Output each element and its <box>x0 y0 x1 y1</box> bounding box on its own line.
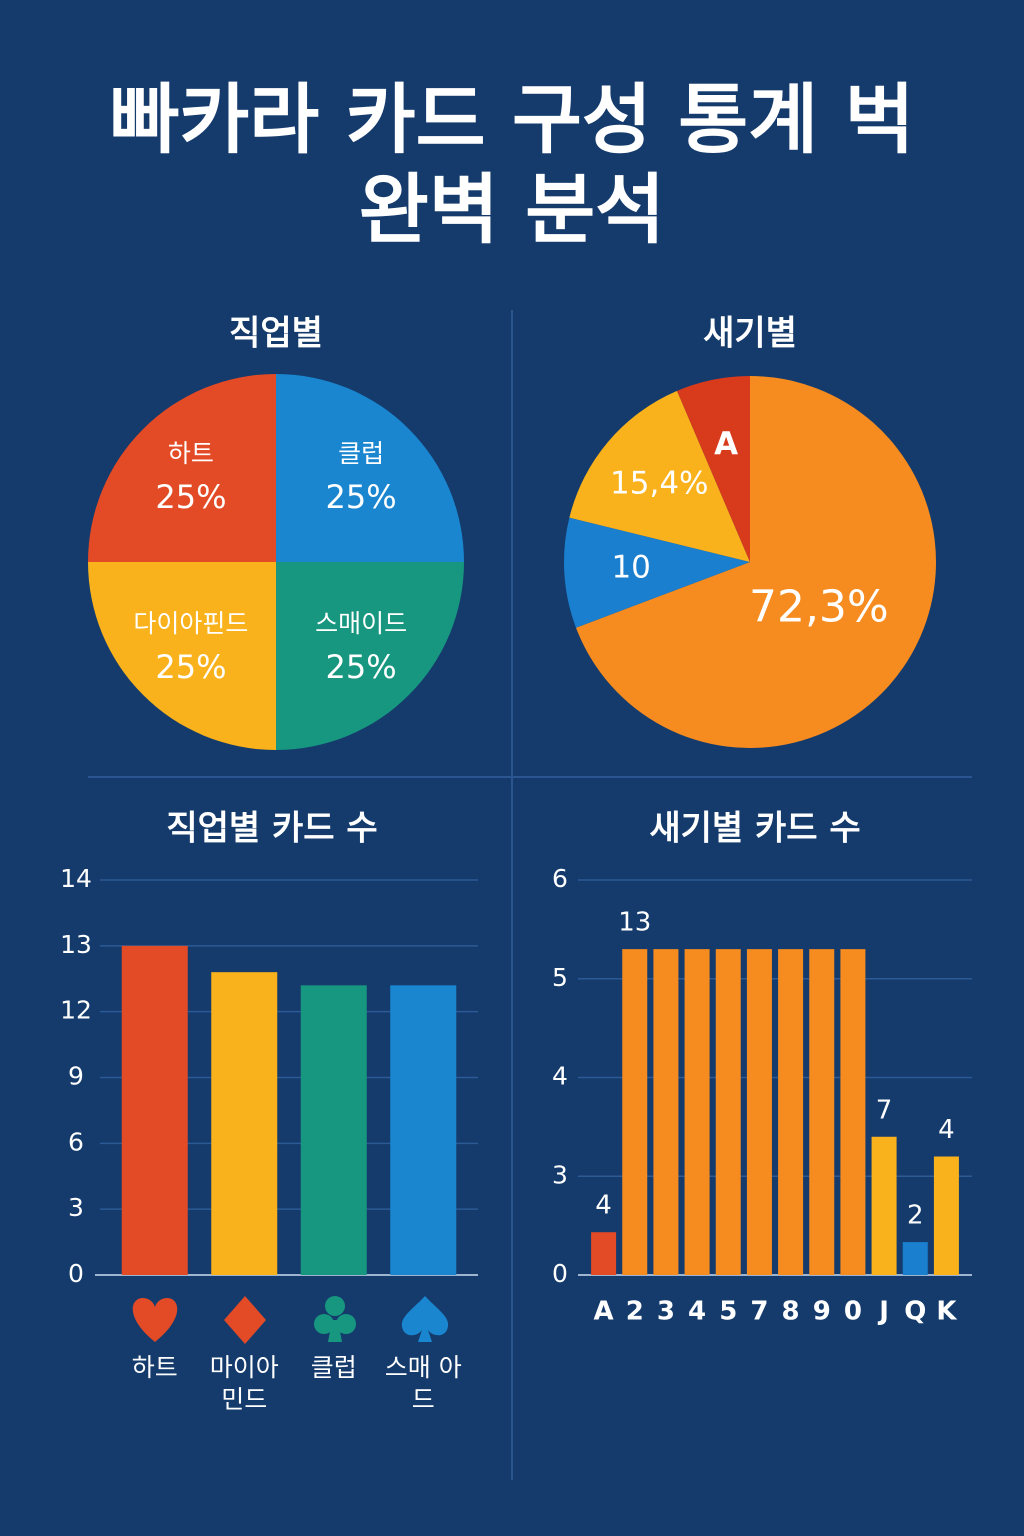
y-tick-label: 6 <box>552 864 568 893</box>
bar <box>902 1242 928 1275</box>
bar <box>778 949 804 1275</box>
x-tick-label: Q <box>904 1297 926 1327</box>
annotation: 2 <box>907 1201 924 1231</box>
slice-label: A <box>714 426 738 462</box>
y-tick-label: 0 <box>552 1259 568 1288</box>
x-tick-label: 클럽 <box>310 1353 357 1382</box>
annotation: 13 <box>618 908 651 938</box>
bar <box>591 1232 617 1275</box>
y-tick-label: 6 <box>68 1127 84 1156</box>
pie-slice <box>88 374 276 562</box>
bar <box>653 949 679 1275</box>
slice-label: 다이아핀드 <box>133 609 248 638</box>
y-tick-label: 9 <box>68 1062 84 1091</box>
y-tick-label: 13 <box>60 930 92 959</box>
x-tick-label: 스매 아드 <box>384 1353 462 1414</box>
x-tick-label: 4 <box>688 1297 706 1327</box>
club-icon <box>314 1296 356 1342</box>
annotation: 4 <box>595 1191 612 1221</box>
bar <box>746 949 772 1275</box>
bar <box>622 949 648 1275</box>
x-tick-label: 8 <box>782 1297 800 1327</box>
value-label: 72,3% <box>749 582 889 633</box>
y-tick-label: 0 <box>68 1259 84 1288</box>
bar <box>809 949 835 1275</box>
slice-label: 하트 <box>168 439 214 468</box>
bar <box>871 1136 897 1275</box>
y-tick-label: 4 <box>552 1062 568 1091</box>
spade-icon <box>401 1296 449 1342</box>
bar <box>840 949 866 1275</box>
pie-slice <box>569 390 750 562</box>
page-title: 빠카라 카드 구성 통계 벅 <box>109 75 914 164</box>
y-tick-label: 12 <box>60 996 92 1025</box>
x-tick-label: K <box>936 1297 957 1327</box>
chart-title: 직업별 <box>229 314 323 354</box>
bar <box>300 985 367 1275</box>
value-label: 25% <box>326 648 397 686</box>
bar <box>933 1156 959 1275</box>
annotation: 4 <box>938 1115 955 1145</box>
slice-label: 클럽 <box>338 439 384 468</box>
pie-slice <box>564 517 750 628</box>
x-tick-label: 마이아 민드 <box>209 1353 279 1414</box>
chart-title: 새기별 카드 수 <box>649 809 860 849</box>
value-label: 25% <box>155 478 226 516</box>
x-tick-label: 7 <box>750 1297 768 1327</box>
bar <box>211 972 278 1275</box>
x-tick-label: 5 <box>719 1297 737 1327</box>
y-tick-label: 5 <box>552 963 568 992</box>
y-tick-label: 3 <box>552 1160 568 1189</box>
page-title: 완벽 분석 <box>359 165 665 254</box>
pie-slice <box>88 562 276 750</box>
value-label: 25% <box>326 478 397 516</box>
pie-slice <box>276 562 464 750</box>
x-tick-label: 3 <box>657 1297 675 1327</box>
value-label: 10 <box>611 550 650 586</box>
x-tick-label: 9 <box>813 1297 831 1327</box>
value-label: 15,4% <box>610 465 708 501</box>
value-label: 25% <box>155 648 226 686</box>
chart-title: 새기별 <box>703 314 797 354</box>
bar <box>390 985 457 1275</box>
chart-title: 직업별 카드 수 <box>166 809 377 849</box>
y-tick-label: 3 <box>68 1193 84 1222</box>
bar <box>684 949 710 1275</box>
pie-slice <box>575 376 936 748</box>
x-tick-label: 하트 <box>131 1353 178 1382</box>
diamond-icon <box>224 1296 266 1344</box>
y-tick-label: 14 <box>60 864 92 893</box>
x-tick-label: A <box>594 1297 614 1327</box>
slice-label: 스매이드 <box>315 609 407 638</box>
pie-slice <box>677 376 750 562</box>
bar <box>715 949 741 1275</box>
x-tick-label: 2 <box>626 1297 644 1327</box>
x-tick-label: J <box>877 1297 889 1327</box>
pie-slice <box>276 374 464 562</box>
annotation: 7 <box>876 1095 893 1125</box>
heart-icon <box>132 1298 178 1342</box>
bar <box>121 945 188 1275</box>
x-tick-label: 0 <box>844 1297 862 1327</box>
